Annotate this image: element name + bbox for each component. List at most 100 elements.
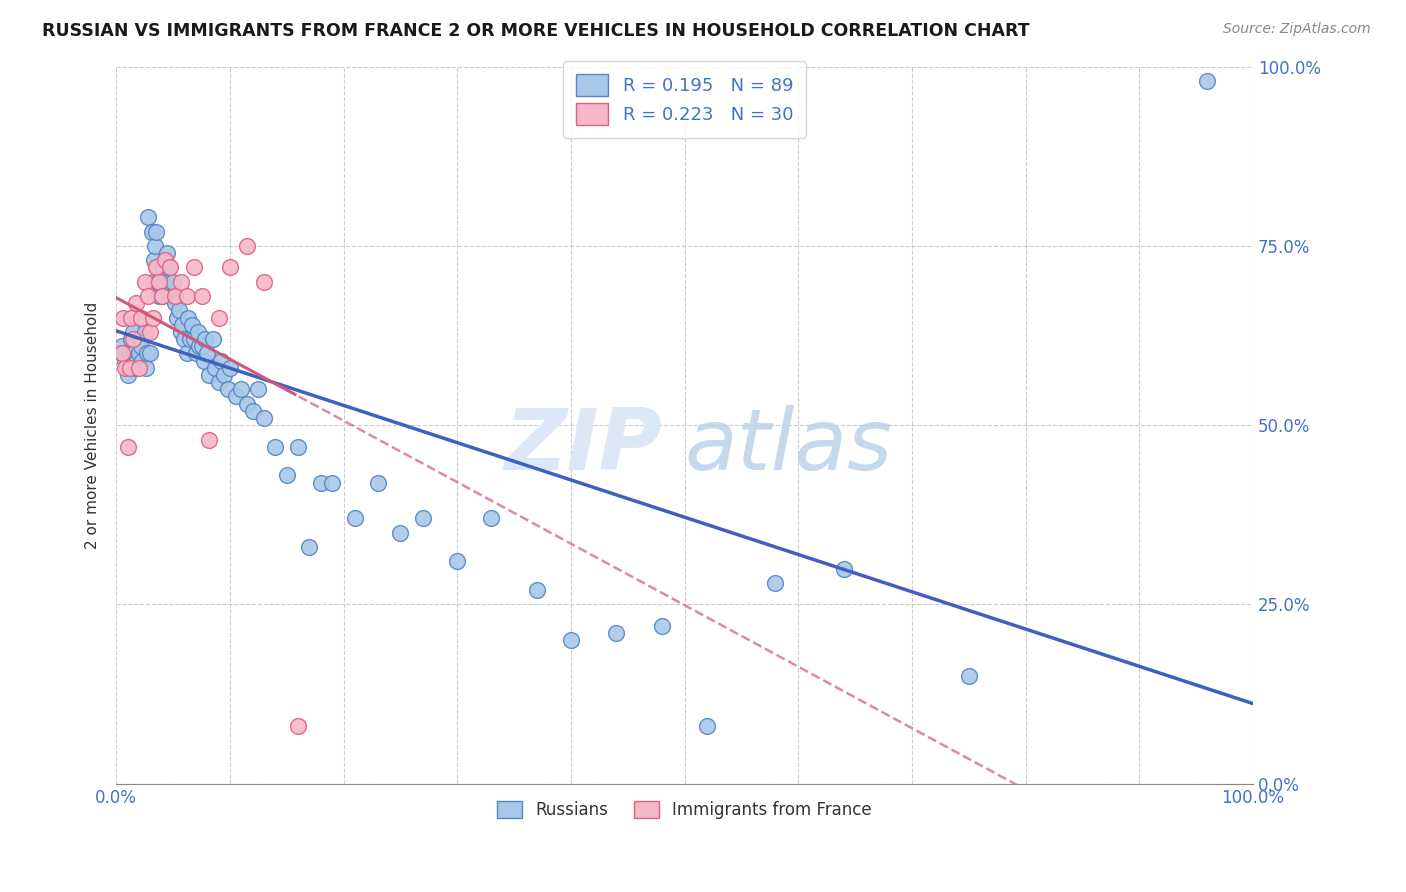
- Point: [129, 310, 152, 325]
- Text: RUSSIAN VS IMMIGRANTS FROM FRANCE 2 OR MORE VEHICLES IN HOUSEHOLD CORRELATION CH: RUSSIAN VS IMMIGRANTS FROM FRANCE 2 OR M…: [42, 22, 1029, 40]
- Point: [124, 360, 146, 375]
- Point: [159, 275, 181, 289]
- Point: [177, 310, 200, 325]
- Point: [150, 289, 173, 303]
- Point: [247, 382, 270, 396]
- Point: [145, 225, 167, 239]
- Point: [176, 346, 198, 360]
- Point: [367, 475, 389, 490]
- Point: [170, 325, 193, 339]
- Point: [148, 275, 170, 289]
- Point: [166, 310, 188, 325]
- Point: [321, 475, 343, 490]
- Point: [122, 325, 145, 339]
- Point: [193, 353, 215, 368]
- Point: [157, 260, 180, 275]
- Point: [651, 619, 673, 633]
- Point: [253, 275, 276, 289]
- Point: [957, 669, 980, 683]
- Point: [696, 719, 718, 733]
- Point: [190, 289, 212, 303]
- Point: [167, 303, 190, 318]
- Point: [134, 325, 156, 339]
- Point: [125, 353, 148, 368]
- Point: [309, 475, 332, 490]
- Point: [152, 260, 174, 275]
- Point: [231, 382, 253, 396]
- Point: [129, 332, 152, 346]
- Point: [298, 540, 321, 554]
- Point: [172, 318, 194, 332]
- Point: [159, 289, 181, 303]
- Point: [236, 239, 259, 253]
- Point: [128, 346, 150, 360]
- Point: [150, 289, 173, 303]
- Point: [276, 468, 298, 483]
- Point: [134, 275, 156, 289]
- Point: [195, 346, 218, 360]
- Point: [136, 346, 159, 360]
- Point: [162, 275, 184, 289]
- Point: [112, 346, 135, 360]
- Point: [153, 253, 176, 268]
- Point: [188, 339, 211, 353]
- Point: [526, 583, 548, 598]
- Point: [148, 289, 170, 303]
- Point: [136, 289, 159, 303]
- Point: [343, 511, 366, 525]
- Point: [136, 210, 159, 224]
- Point: [118, 360, 141, 375]
- Point: [479, 511, 502, 525]
- Point: [153, 275, 176, 289]
- Point: [122, 332, 145, 346]
- Point: [190, 339, 212, 353]
- Point: [146, 260, 169, 275]
- Point: [148, 275, 170, 289]
- Point: [204, 360, 226, 375]
- Point: [114, 360, 136, 375]
- Point: [153, 253, 176, 268]
- Point: [117, 368, 139, 382]
- Point: [264, 440, 287, 454]
- Point: [142, 310, 165, 325]
- Point: [139, 325, 162, 339]
- Point: [176, 289, 198, 303]
- Point: [194, 332, 217, 346]
- Point: [198, 433, 221, 447]
- Point: [183, 260, 205, 275]
- Point: [111, 346, 134, 360]
- Point: [143, 239, 166, 253]
- Point: [165, 296, 187, 310]
- Point: [219, 360, 242, 375]
- Point: [201, 332, 224, 346]
- Point: [446, 554, 468, 568]
- Point: [605, 626, 627, 640]
- Y-axis label: 2 or more Vehicles in Household: 2 or more Vehicles in Household: [86, 301, 100, 549]
- Point: [111, 339, 134, 353]
- Point: [242, 404, 264, 418]
- Point: [1197, 74, 1219, 88]
- Point: [832, 561, 855, 575]
- Point: [141, 225, 163, 239]
- Point: [129, 339, 152, 353]
- Point: [207, 310, 229, 325]
- Point: [287, 719, 309, 733]
- Point: [165, 289, 187, 303]
- Point: [187, 325, 209, 339]
- Point: [236, 397, 259, 411]
- Point: [209, 353, 232, 368]
- Point: [124, 296, 146, 310]
- Point: [124, 346, 146, 360]
- Point: [212, 368, 235, 382]
- Point: [253, 411, 276, 425]
- Text: Source: ZipAtlas.com: Source: ZipAtlas.com: [1223, 22, 1371, 37]
- Point: [156, 246, 179, 260]
- Text: atlas: atlas: [685, 405, 893, 488]
- Point: [198, 368, 221, 382]
- Point: [179, 332, 201, 346]
- Point: [560, 633, 582, 648]
- Point: [131, 353, 153, 368]
- Point: [114, 353, 136, 368]
- Point: [287, 440, 309, 454]
- Point: [184, 346, 207, 360]
